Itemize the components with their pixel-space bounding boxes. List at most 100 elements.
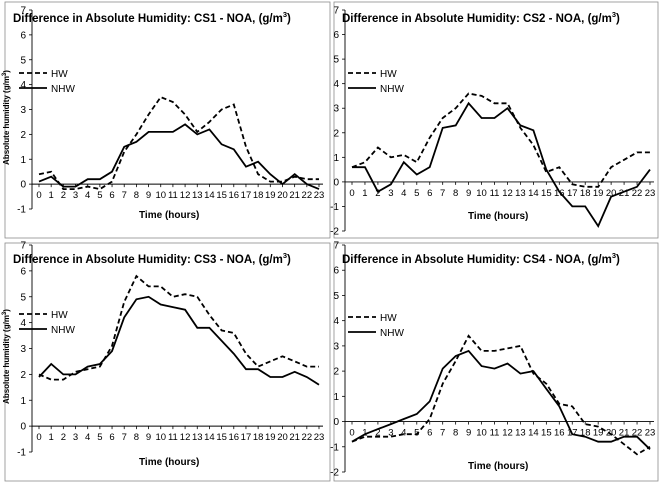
chart-title-end: ): [616, 254, 620, 266]
x-tick-label: 21: [289, 190, 300, 201]
chart-title-end: ): [287, 13, 291, 25]
x-tick-label: 19: [265, 190, 276, 201]
series-line-nhw: [38, 123, 320, 190]
y-tick-label: 6: [333, 30, 339, 41]
series-line-nhw: [352, 101, 651, 228]
x-tick-label: 6: [109, 432, 114, 443]
x-tick-label: 0: [349, 188, 354, 199]
legend-label-hw: HW: [51, 69, 68, 80]
y-tick-label: 6: [20, 266, 26, 277]
x-tick-label: 5: [97, 432, 102, 443]
x-tick-label: 3: [73, 190, 78, 201]
x-tick-label: 20: [606, 428, 617, 439]
x-tick-label: 17: [241, 432, 252, 443]
x-tick-label: 23: [645, 188, 656, 199]
x-tick-label: 9: [146, 190, 151, 201]
x-tick-label: 14: [204, 190, 215, 201]
y-tick-label: -1: [330, 442, 339, 453]
chart-title-superscript: 3: [612, 10, 616, 19]
x-tick-label: 11: [490, 188, 500, 199]
chart-title-main: Difference in Absolute Humidity: CS1 - N…: [13, 13, 283, 25]
x-tick-label: 23: [314, 190, 325, 201]
x-tick-label: 17: [241, 190, 252, 201]
chart-title: Difference in Absolute Humidity: CS1 - N…: [13, 10, 291, 25]
x-tick-label: 7: [122, 190, 127, 201]
chart-frame: [4, 242, 331, 482]
x-tick-label: 15: [216, 432, 227, 443]
y-axis-title: Absolute humidity (g/m3): [2, 309, 11, 404]
x-tick-label: 21: [289, 432, 300, 443]
x-tick-label: 7: [122, 432, 127, 443]
y-tick-label: 5: [333, 55, 339, 66]
x-tick-label: 5: [414, 188, 419, 199]
x-tick-label: 5: [97, 190, 102, 201]
x-tick-label: 13: [515, 428, 526, 439]
x-tick-label: 21: [619, 188, 630, 199]
x-tick-label: 4: [401, 428, 406, 439]
y-tick-label: 2: [20, 130, 26, 141]
chart-title: Difference in Absolute Humidity: CS4 - N…: [342, 251, 620, 266]
x-tick-label: 12: [502, 428, 513, 439]
x-tick-label: 13: [192, 432, 203, 443]
x-tick-label: 4: [401, 188, 406, 199]
y-tick-label: -1: [17, 205, 26, 216]
series-line-nhw: [351, 349, 651, 450]
x-tick-label: 15: [541, 428, 552, 439]
x-tick-label: 2: [61, 190, 66, 201]
x-tick-label: 6: [427, 188, 432, 199]
y-tick-label: 2: [333, 367, 339, 378]
series-line-hw: [351, 92, 650, 188]
x-tick-label: 6: [427, 428, 432, 439]
x-tick-label: 2: [375, 428, 380, 439]
x-tick-label: 20: [277, 190, 288, 201]
y-axis-title-superscript: 3: [2, 311, 8, 315]
y-tick-label: 3: [20, 344, 26, 355]
y-tick-label: 0: [333, 417, 339, 428]
legend-label-nhw: NHW: [380, 328, 404, 339]
chart-title-end: ): [287, 254, 291, 266]
x-tick-label: 9: [466, 428, 471, 439]
y-tick-label: 1: [333, 153, 339, 164]
y-tick-label: 4: [20, 318, 26, 329]
x-tick-label: 10: [476, 188, 487, 199]
x-tick-label: 22: [302, 190, 313, 201]
x-tick-label: 12: [502, 188, 513, 199]
y-tick-label: -2: [330, 468, 339, 479]
x-tick-label: 13: [192, 190, 203, 201]
chart-title-superscript: 3: [283, 10, 287, 19]
x-tick-label: 7: [440, 188, 445, 199]
y-tick-label: 1: [333, 392, 339, 403]
x-tick-label: 18: [580, 428, 591, 439]
x-tick-label: 12: [180, 432, 191, 443]
x-tick-label: 7: [440, 428, 445, 439]
y-tick-label: -1: [17, 448, 26, 459]
x-tick-label: 15: [541, 188, 552, 199]
x-tick-label: 22: [632, 428, 643, 439]
y-tick-label: -1: [330, 202, 339, 213]
x-tick-label: 13: [515, 188, 526, 199]
x-tick-label: 18: [253, 432, 264, 443]
x-tick-label: 3: [73, 432, 78, 443]
x-tick-label: 10: [155, 432, 166, 443]
legend-label-nhw: NHW: [51, 325, 75, 336]
y-tick-label: 0: [20, 180, 26, 191]
x-tick-label: 23: [645, 428, 656, 439]
chart-title-superscript: 3: [612, 251, 616, 260]
x-axis-title: Time (hours): [468, 461, 528, 472]
x-tick-label: 1: [49, 432, 54, 443]
x-axis-title: Time (hours): [139, 457, 199, 468]
x-tick-label: 10: [155, 190, 166, 201]
legend-label-hw: HW: [380, 313, 397, 324]
chart-title-end: ): [616, 13, 620, 25]
x-tick-label: 16: [228, 190, 239, 201]
x-tick-label: 11: [168, 190, 178, 201]
y-axis-title-end: ): [2, 309, 11, 312]
chart-frame: [333, 242, 659, 482]
x-tick-label: 0: [349, 428, 354, 439]
legend-label-nhw: NHW: [51, 84, 75, 95]
x-tick-label: 11: [490, 428, 500, 439]
x-tick-label: 17: [567, 188, 578, 199]
chart-title-main: Difference in Absolute Humidity: CS2 - N…: [342, 13, 612, 25]
y-tick-label: 3: [333, 104, 339, 115]
